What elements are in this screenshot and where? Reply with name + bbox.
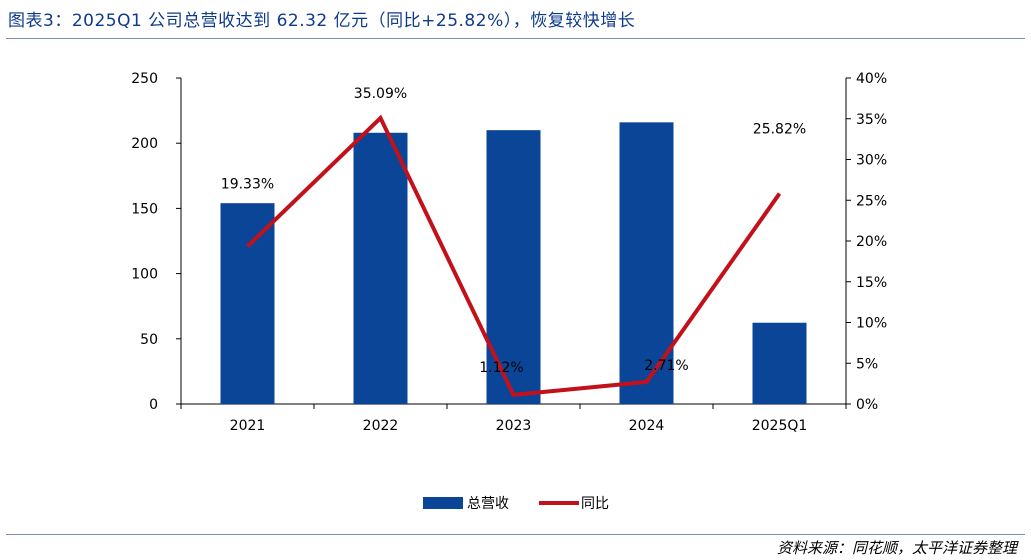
title-divider xyxy=(6,38,1025,39)
right-tick-label: 25% xyxy=(856,193,887,209)
chart-title: 图表3：2025Q1 公司总营收达到 62.32 亿元（同比+25.82%），恢… xyxy=(8,11,636,31)
source-note: 资料来源：同花顺，太平洋证券整理 xyxy=(776,539,1017,557)
bar-2021 xyxy=(220,203,275,404)
left-tick-label: 200 xyxy=(131,136,158,152)
yoy-data-label: 19.33% xyxy=(221,176,274,192)
x-tick-label: 2024 xyxy=(629,418,665,434)
bar-2022 xyxy=(353,132,408,404)
yoy-data-label: 35.09% xyxy=(354,86,407,102)
right-tick-label: 40% xyxy=(856,71,887,87)
right-tick-label: 0% xyxy=(856,397,878,413)
yoy-data-label: 1.12% xyxy=(479,360,523,376)
x-tick-label: 2023 xyxy=(496,418,532,434)
right-tick-label: 35% xyxy=(856,112,887,128)
x-tick-label: 2025Q1 xyxy=(752,418,808,434)
yoy-data-label: 25.82% xyxy=(753,122,806,138)
left-tick-label: 50 xyxy=(140,332,158,348)
x-tick-label: 2021 xyxy=(230,418,266,434)
legend-line-label: 同比 xyxy=(581,496,609,512)
data-labels: 19.33% 35.09% 1.12% 2.71% 25.82% xyxy=(221,86,806,376)
legend-bar-label: 总营收 xyxy=(467,496,509,512)
left-tick-label: 150 xyxy=(131,201,158,217)
yoy-line xyxy=(246,114,782,397)
left-tick-label: 100 xyxy=(131,267,158,283)
legend-bar-swatch xyxy=(423,497,463,509)
right-tick-label: 10% xyxy=(856,316,887,332)
right-tick-label: 30% xyxy=(856,153,887,169)
x-tick-label: 2022 xyxy=(363,418,399,434)
right-tick-label: 15% xyxy=(856,275,887,291)
right-tick-label: 20% xyxy=(856,234,887,250)
bar-2025Q1 xyxy=(752,322,807,404)
right-tick-label: 5% xyxy=(856,356,878,372)
footer-divider xyxy=(6,534,1025,535)
left-tick-label: 250 xyxy=(131,71,158,87)
yoy-data-label: 2.71% xyxy=(644,358,688,374)
legend: 总营收 同比 xyxy=(423,496,609,512)
left-tick-label: 0 xyxy=(149,397,158,413)
